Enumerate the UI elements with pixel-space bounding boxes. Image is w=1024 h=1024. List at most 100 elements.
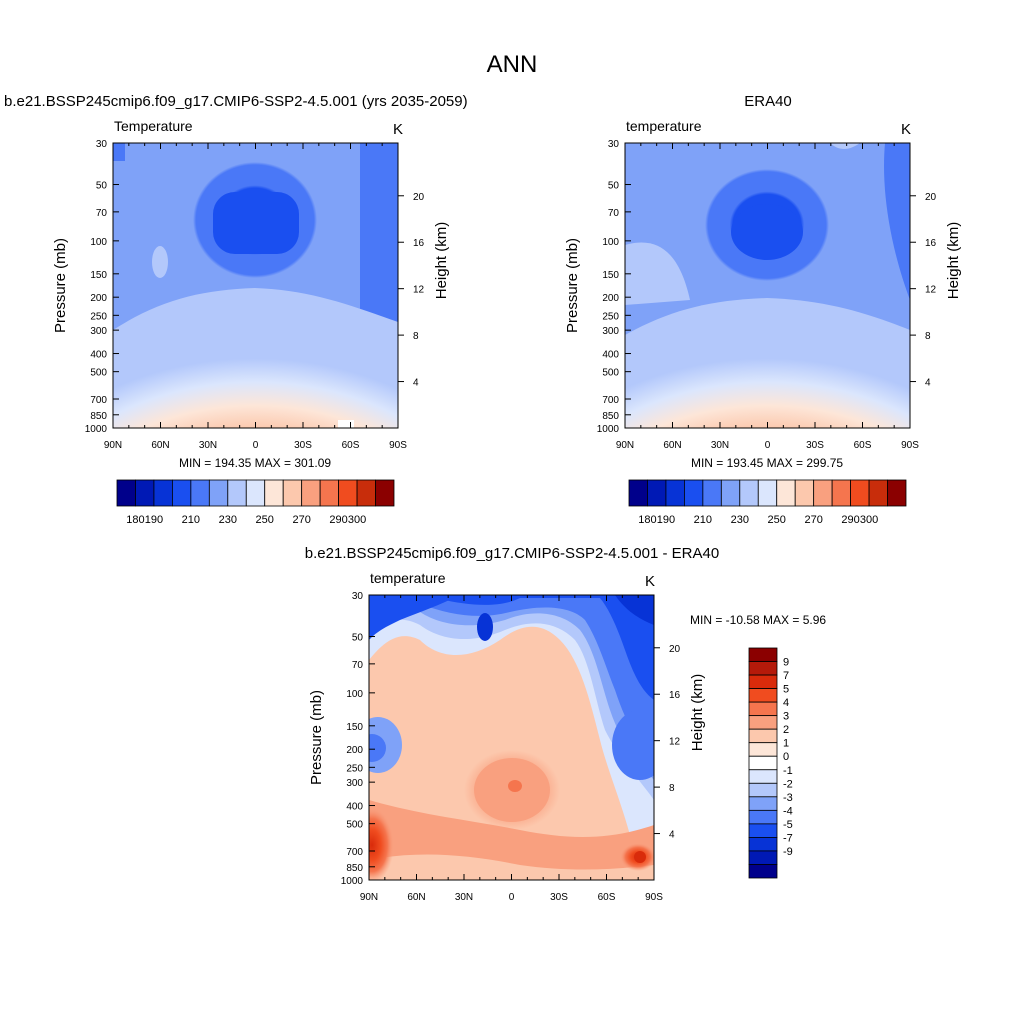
y-right-tick-label: 16 [413,238,425,249]
colorbar-swatch [135,479,155,507]
colorbar-swatch [647,479,667,507]
colorbar-label: -4 [783,805,793,817]
y-tick-label: 50 [608,181,620,192]
colorbar-swatch [208,479,229,507]
colorbar-swatch [748,715,778,730]
y-right-tick-label: 8 [669,783,675,794]
y-tick-label: 1000 [85,424,108,435]
y-right-tick-label: 12 [413,285,425,296]
colorbar-swatch [748,796,778,811]
page-title: ANN [487,51,538,78]
colorbar-label: 270 [804,514,822,526]
y-right-tick-label: 4 [925,378,931,389]
colorbar-swatch [776,479,796,507]
panel-diff-contours [369,595,654,880]
colorbar-label: -1 [783,765,793,777]
panel-diff-units: K [645,573,655,590]
colorbar-swatch [702,479,722,507]
panel-diff-field-label: temperature [370,570,446,586]
y-tick-label: 100 [90,237,107,248]
colorbar-label: -3 [783,792,793,804]
colorbar-swatch [245,479,266,507]
y-right-axis-label: Height (km) [433,222,450,300]
y-tick-label: 150 [346,722,363,733]
colorbar-swatch [757,479,778,507]
x-tick-label: 0 [509,892,515,903]
colorbar-label: 300 [348,514,366,526]
colorbar-swatch [356,479,376,507]
panel-model-contours [113,143,398,428]
colorbar-label: 7 [783,670,789,682]
y-tick-label: 70 [352,660,364,671]
colorbar-label: 290 [329,514,347,526]
y-tick-label: 70 [96,208,108,219]
y-tick-label: 500 [90,368,107,379]
x-tick-label: 90N [104,440,122,451]
y-right-axis-label: Height (km) [945,222,962,300]
colorbar-swatch [720,479,741,507]
panel-diff-axes: 30 50 70 100 150 200 250 300 400 500 700 850 1000 20 1… [308,591,706,903]
panel-model-stats: MIN = 194.35 MAX = 301.09 [179,456,331,470]
y-tick-label: 30 [352,591,364,602]
panel-obs-stats: MIN = 193.45 MAX = 299.75 [691,456,843,470]
colorbar-label: 190 [145,514,163,526]
colorbar-label: 180 [638,514,656,526]
y-right-tick-label: 20 [925,192,937,203]
x-tick-label: 90S [901,440,919,451]
x-tick-label: 0 [765,440,771,451]
y-tick-label: 850 [602,411,619,422]
y-tick-label: 300 [602,326,619,337]
y-tick-label: 400 [602,350,619,361]
y-tick-label: 700 [90,395,107,406]
y-tick-label: 850 [346,863,363,874]
colorbar-swatch [684,479,704,507]
panel-diff: b.e21.BSSP245cmip6.f09_g17.CMIP6-SSP2-4.… [305,545,827,903]
colorbar-swatch [748,823,778,838]
panel-diff-colorbar: 97 54 32 10 -1-2 -3-4 -5-7 -9 [748,647,793,879]
y-tick-label: 400 [346,802,363,813]
x-tick-label: 60S [854,440,872,451]
colorbar-label: 3 [783,711,789,723]
colorbar-swatch [153,479,173,507]
y-right-tick-label: 20 [413,192,425,203]
colorbar-swatch [665,479,685,507]
colorbar-swatch [748,755,778,771]
colorbar-label: 190 [657,514,675,526]
colorbar-label: -2 [783,778,793,790]
colorbar-swatch [116,479,136,507]
y-right-tick-label: 20 [669,644,681,655]
x-tick-label: 30S [294,440,312,451]
colorbar-swatch [831,479,852,507]
colorbar-label: 2 [783,724,789,736]
colorbar-swatch [748,728,778,744]
y-tick-label: 500 [346,820,363,831]
panel-diff-stats: MIN = -10.58 MAX = 5.96 [690,613,826,627]
colorbar-label: 230 [219,514,237,526]
colorbar-label: 210 [182,514,200,526]
y-tick-label: 1000 [341,876,364,887]
y-tick-label: 850 [90,411,107,422]
colorbar-swatch [748,864,778,879]
colorbar-label: 1 [783,738,789,750]
colorbar-swatch [748,701,778,717]
panel-obs-axes: 30 50 70 100 150 200 250 300 400 500 700 850 1000 20 1… [564,139,962,451]
colorbar-label: 300 [860,514,878,526]
colorbar-label: 4 [783,697,789,709]
x-tick-label: 0 [253,440,259,451]
colorbar-label: 230 [731,514,749,526]
panel-model-field-label: Temperature [114,118,193,134]
colorbar-swatch [748,809,778,825]
colorbar-label: -7 [783,832,793,844]
y-right-tick-label: 4 [669,830,675,841]
y-tick-label: 1000 [597,424,620,435]
y-tick-label: 30 [608,139,620,150]
x-tick-label: 60S [342,440,360,451]
y-tick-label: 100 [346,689,363,700]
panel-model: b.e21.BSSP245cmip6.f09_g17.CMIP6-SSP2-4.… [4,93,468,526]
panel-model-axes: 30 50 70 100 150 200 250 300 400 500 700 850 1000 20 1… [52,139,450,451]
y-tick-label: 100 [602,237,619,248]
panel-obs-title: ERA40 [744,93,792,110]
y-tick-label: 300 [346,778,363,789]
colorbar-label: 250 [256,514,274,526]
